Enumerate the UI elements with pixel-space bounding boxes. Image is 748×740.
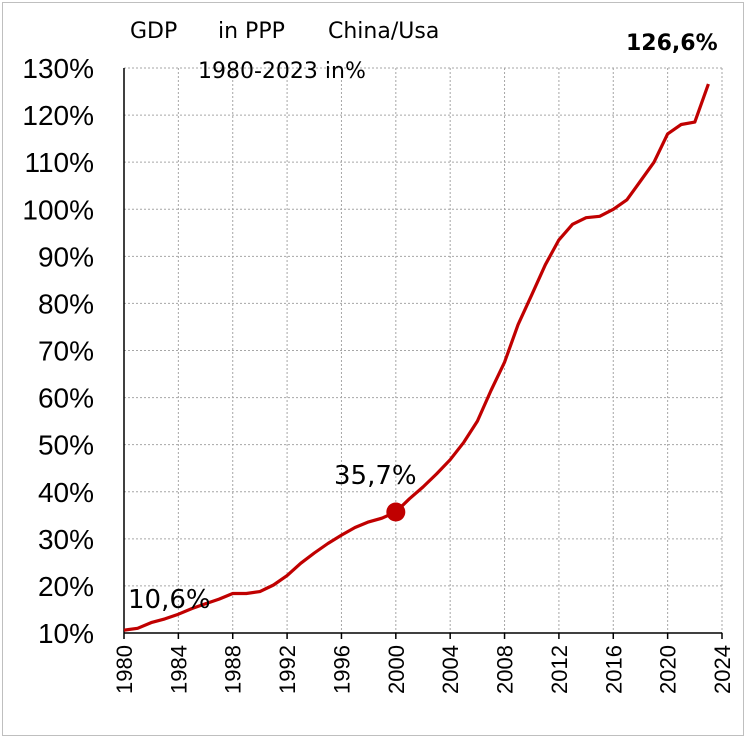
y-tick-label: 100%: [22, 194, 94, 225]
y-tick-label: 60%: [38, 383, 94, 414]
x-tick-label: 2004: [438, 645, 463, 694]
y-tick-label: 10%: [38, 618, 94, 649]
x-tick-label: 2008: [493, 645, 518, 694]
axes: [123, 68, 723, 639]
y-tick-label: 110%: [24, 147, 94, 178]
y-tick-label: 80%: [38, 288, 94, 319]
title-gdp: GDP: [130, 19, 177, 44]
x-tick-label: 1992: [275, 645, 300, 694]
y-tick-label: 50%: [38, 430, 94, 461]
x-tick-label: 2024: [710, 645, 735, 694]
annotation-2000-value: 35,7%: [334, 461, 417, 491]
series-line-china-usa-ratio: [123, 83, 710, 632]
gridlines: [124, 67, 723, 633]
marker-2000: [386, 502, 406, 522]
annotation-start-value: 10,6%: [128, 585, 211, 615]
annotation-end-value: 126,6%: [626, 31, 718, 56]
x-tick-label: 1988: [221, 645, 246, 694]
y-tick-label: 20%: [38, 571, 94, 602]
x-tick-label: 2012: [547, 645, 572, 694]
y-tick-label: 130%: [22, 53, 94, 84]
x-tick-label: 1980: [112, 645, 137, 694]
y-tick-label: 70%: [38, 336, 94, 367]
y-tick-labels: 10% 20% 30% 40% 50% 60% 70% 80% 90% 100% 110% 120% 1…: [22, 53, 94, 649]
y-tick-label: 90%: [38, 241, 94, 272]
y-tick-label: 120%: [22, 100, 94, 131]
y-tick-label: 30%: [38, 524, 94, 555]
chart-subtitle: 1980-2023 in%: [198, 59, 366, 84]
x-tick-label: 2020: [656, 645, 681, 694]
x-tick-label: 2000: [384, 645, 409, 694]
title-china-usa: China/Usa: [328, 19, 439, 44]
y-tick-label: 40%: [38, 477, 94, 508]
x-tick-label: 1984: [166, 645, 191, 694]
x-tick-label: 2016: [601, 645, 626, 694]
x-tick-labels: 1980 1984 1988 1992 1996 2000 2004 2008 2012 2016…: [112, 645, 735, 694]
x-tick-label: 1996: [329, 645, 354, 694]
title-in-ppp: in PPP: [218, 19, 285, 44]
